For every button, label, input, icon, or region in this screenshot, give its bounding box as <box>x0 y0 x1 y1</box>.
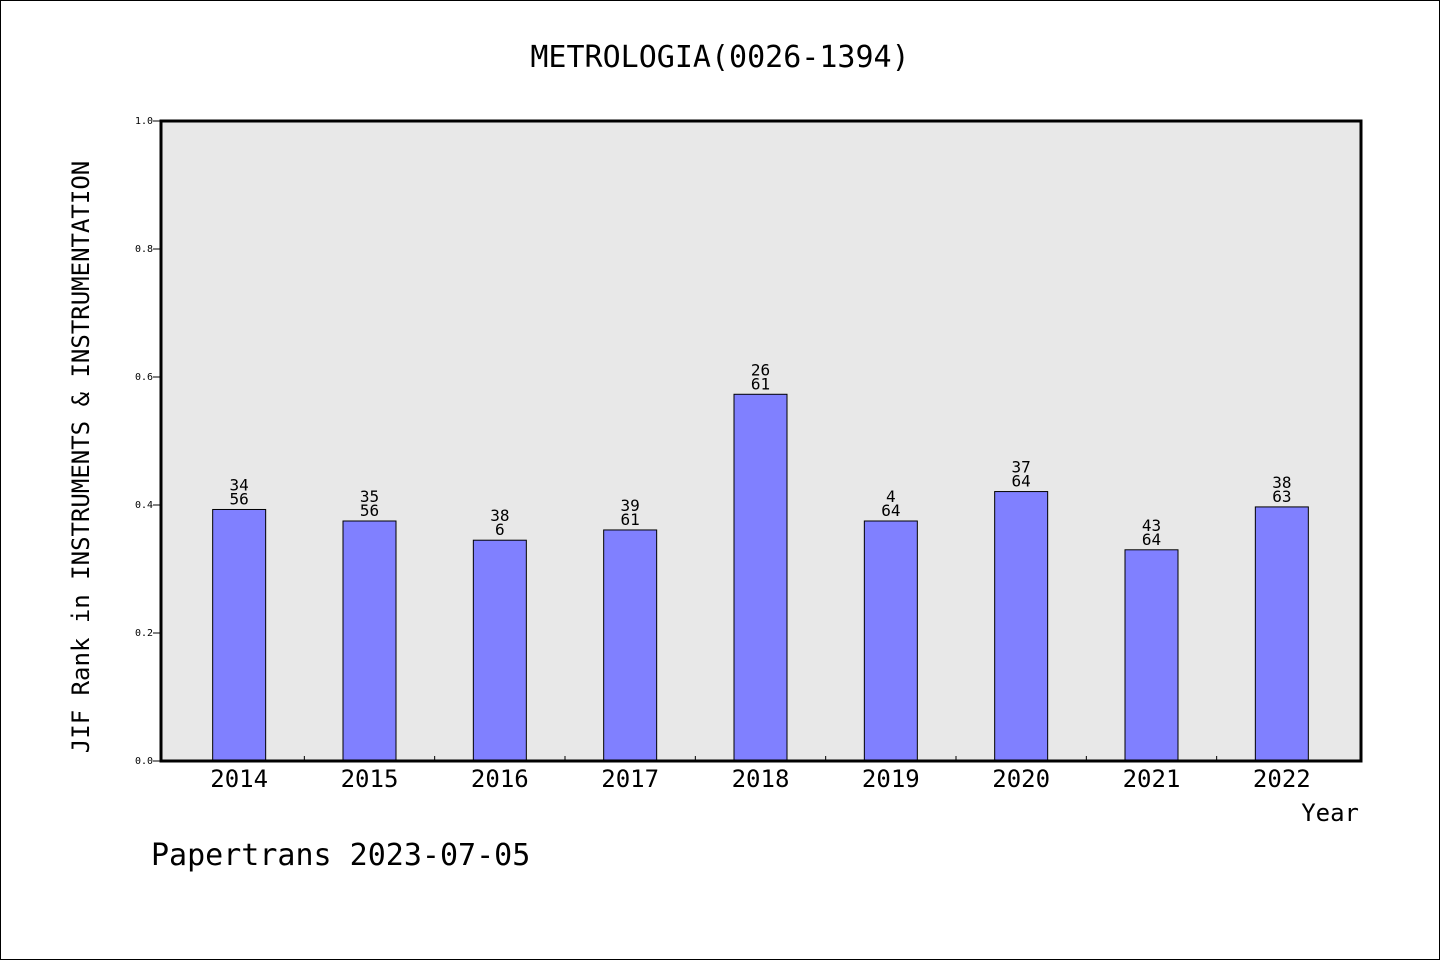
x-tick-label: 2021 <box>1123 765 1181 793</box>
bar-label-rank: 35 <box>360 487 379 506</box>
bar-label-total: 64 <box>1142 530 1161 549</box>
bar-label-total: 61 <box>751 374 770 393</box>
x-axis-ticks: 2014 2015 2016 2017 2018 2019 2020 2021 2022 <box>210 756 1311 793</box>
bar-2021 <box>1124 549 1179 762</box>
y-tick-label: 0.2 <box>135 628 153 639</box>
y-tick-label: 0.0 <box>135 756 153 767</box>
x-tick-label: 2022 <box>1253 765 1311 793</box>
bar-2018 <box>733 393 788 762</box>
x-tick-label: 2020 <box>992 765 1050 793</box>
bar-2014 <box>212 508 267 762</box>
x-tick-label: 2019 <box>862 765 920 793</box>
bar-label-rank: 4 <box>886 487 896 506</box>
bar-2015 <box>342 520 397 762</box>
bar-2022 <box>1254 506 1309 762</box>
bar-label-total: 63 <box>1272 487 1291 506</box>
bar-label-rank: 43 <box>1142 516 1161 535</box>
y-tick-label: 0.6 <box>135 372 153 383</box>
y-axis-ticks: 0.0 0.2 0.4 0.6 0.8 1.0 <box>135 116 161 767</box>
bar-label-total: 56 <box>360 501 379 520</box>
x-tick-label: 2018 <box>732 765 790 793</box>
y-axis-label: JIF Rank in INSTRUMENTS & INSTRUMENTATIO… <box>67 161 95 753</box>
x-tick-label: 2017 <box>601 765 659 793</box>
x-axis-label: Year <box>1301 799 1359 827</box>
chart-title: METROLOGIA(0026-1394) <box>530 40 909 75</box>
x-tick-label: 2014 <box>210 765 268 793</box>
bar-label-rank: 39 <box>621 496 640 515</box>
footer-credit: Papertrans 2023-07-05 <box>151 838 530 873</box>
x-tick-label: 2016 <box>471 765 529 793</box>
y-tick-label: 1.0 <box>135 116 153 127</box>
x-tick-label: 2015 <box>341 765 399 793</box>
bar-label-rank: 37 <box>1012 458 1031 477</box>
bar-2017 <box>603 529 658 762</box>
y-tick-label: 0.8 <box>135 244 153 255</box>
bar-label-total: 61 <box>621 510 640 529</box>
bar-label-rank: 38 <box>1272 473 1291 492</box>
bar-2016 <box>472 539 527 762</box>
bar-2019 <box>863 520 918 762</box>
bar-label-rank: 26 <box>751 360 770 379</box>
y-tick-label: 0.4 <box>135 500 153 511</box>
bar-label-total: 64 <box>881 501 900 520</box>
bar-label-total: 56 <box>230 489 249 508</box>
bar-label-total: 6 <box>495 520 505 539</box>
plot-border <box>159 119 1363 763</box>
bar-label-rank: 38 <box>490 506 509 525</box>
bar-label-rank: 34 <box>230 475 249 494</box>
bar-2020 <box>994 491 1049 762</box>
bar-label-total: 64 <box>1012 472 1031 491</box>
